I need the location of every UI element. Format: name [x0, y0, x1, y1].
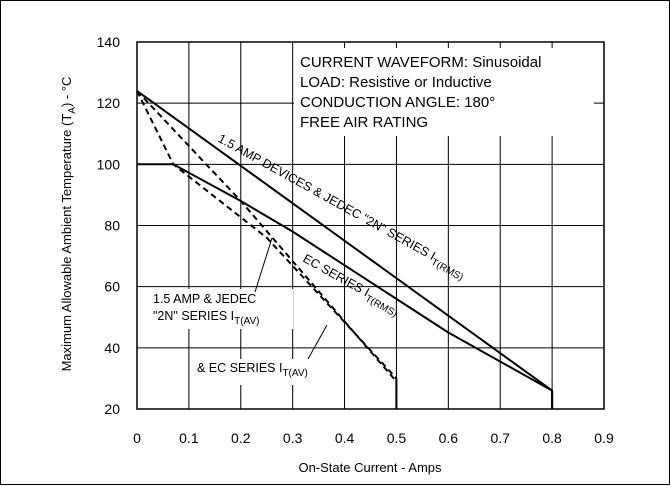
condition-waveform: CURRENT WAVEFORM: Sinusoidal	[300, 54, 541, 71]
x-tick-labels: 0 0.1 0.2 0.3 0.4 0.5 0.6 0.7 0.8 0.9	[133, 430, 614, 446]
series-line-3	[136, 90, 398, 409]
label-av-line2: "2N" SERIES IT(AV)	[153, 309, 260, 327]
y-tick-label-1: 40	[104, 340, 120, 356]
label-av-box: 1.5 AMP & JEDEC "2N" SERIES IT(AV)	[151, 289, 293, 329]
label-ec-av: & EC SERIES IT(AV)	[197, 361, 308, 379]
x-tick-label-5: 0.5	[387, 430, 407, 446]
x-tick-label-7: 0.7	[490, 430, 510, 446]
y-tick-label-0: 20	[104, 401, 120, 417]
pointer-av	[254, 237, 273, 293]
x-tick-label-1: 0.1	[179, 430, 199, 446]
y-tick-label-2: 60	[104, 279, 120, 295]
x-tick-label-4: 0.4	[335, 430, 355, 446]
y-tick-label-3: 80	[104, 218, 120, 234]
plot-area	[136, 41, 605, 410]
series-lines	[136, 90, 554, 409]
x-axis-label: On-State Current - Amps	[298, 460, 442, 475]
y-tick-label-6: 140	[97, 34, 121, 50]
label-av-line1: 1.5 AMP & JEDEC	[153, 292, 256, 306]
series-line-1	[137, 163, 554, 409]
x-tick-label-3: 0.3	[283, 430, 303, 446]
x-tick-label-0: 0	[133, 430, 141, 446]
condition-load: LOAD: Resistive or Inductive	[300, 74, 492, 91]
y-tick-labels: 20 40 60 80 100 120 140	[97, 34, 121, 417]
y-tick-label-5: 120	[97, 95, 121, 111]
x-tick-label-6: 0.6	[439, 430, 459, 446]
y-tick-label-4: 100	[97, 156, 121, 172]
pointer-ec-av	[307, 324, 328, 360]
x-tick-label-8: 0.8	[542, 430, 562, 446]
series-line-2	[136, 90, 398, 409]
x-tick-label-9: 0.9	[594, 430, 614, 446]
y-axis-label: Maximum Allowable Ambient Temperature (T…	[59, 77, 78, 372]
label-ec-av-box: & EC SERIES IT(AV)	[195, 359, 325, 385]
conditions-box: CURRENT WAVEFORM: Sinusoidal LOAD: Resis…	[294, 48, 594, 136]
x-tick-label-2: 0.2	[231, 430, 251, 446]
condition-angle: CONDUCTION ANGLE: 180°	[300, 94, 495, 111]
condition-rating: FREE AIR RATING	[300, 114, 428, 131]
